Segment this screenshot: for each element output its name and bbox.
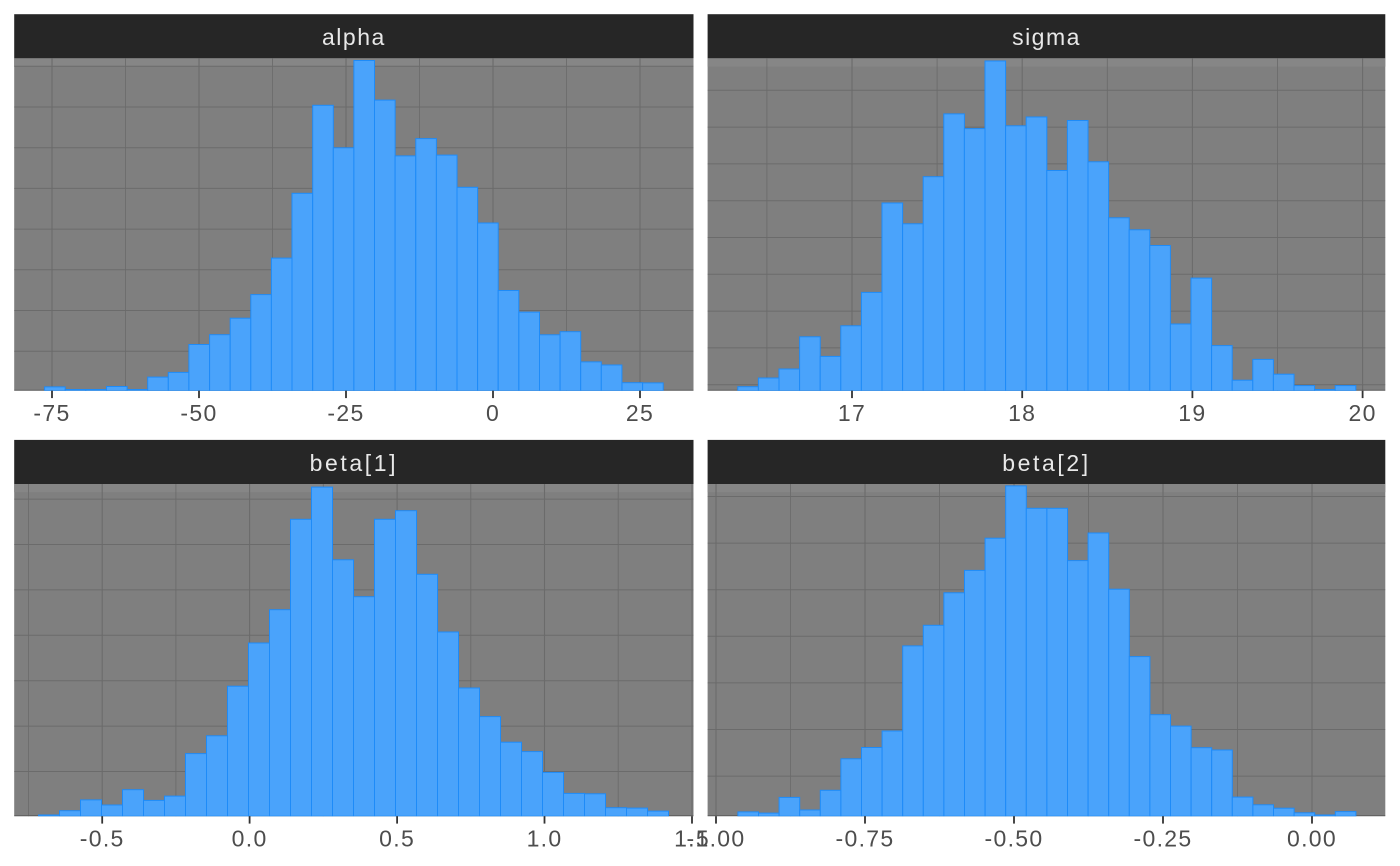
svg-text:0.5: 0.5	[379, 825, 415, 851]
svg-text:sigma: sigma	[1012, 24, 1081, 50]
svg-text:1.5: 1.5	[674, 825, 710, 851]
svg-text:-75: -75	[33, 400, 70, 426]
svg-text:1.0: 1.0	[527, 825, 563, 851]
svg-text:-1.00: -1.00	[687, 825, 746, 851]
svg-text:-0.5: -0.5	[80, 825, 125, 851]
svg-text:25: 25	[626, 400, 654, 426]
svg-text:-50: -50	[180, 400, 217, 426]
svg-text:beta[2]: beta[2]	[1002, 450, 1091, 476]
svg-text:17: 17	[838, 400, 866, 426]
svg-text:-25: -25	[327, 400, 364, 426]
svg-text:0.0: 0.0	[232, 825, 268, 851]
svg-text:-0.50: -0.50	[985, 825, 1044, 851]
svg-text:beta[1]: beta[1]	[310, 450, 399, 476]
svg-text:0: 0	[486, 400, 500, 426]
svg-text:alpha: alpha	[322, 24, 386, 50]
svg-text:-0.75: -0.75	[836, 825, 895, 851]
svg-text:18: 18	[1008, 400, 1036, 426]
svg-text:19: 19	[1178, 400, 1206, 426]
svg-text:20: 20	[1349, 400, 1377, 426]
svg-text:0.00: 0.00	[1287, 825, 1337, 851]
svg-text:-0.25: -0.25	[1134, 825, 1193, 851]
